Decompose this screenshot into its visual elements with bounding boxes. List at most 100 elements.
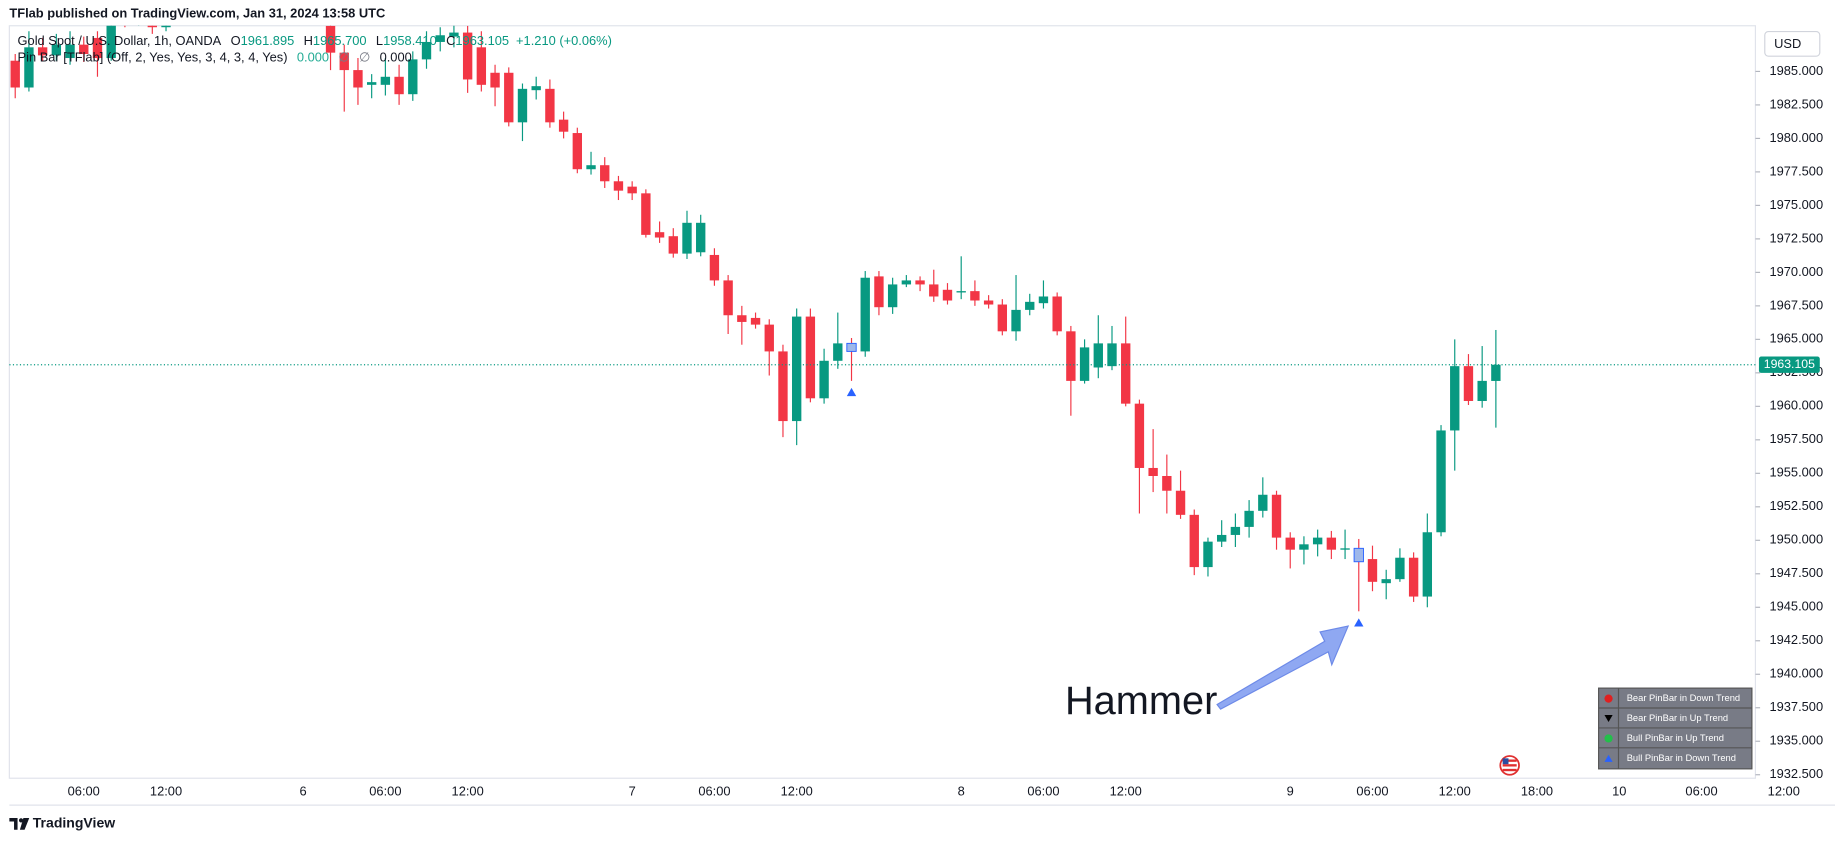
candle-body bbox=[106, 25, 116, 59]
candle-body bbox=[435, 35, 445, 42]
legend-icon bbox=[1604, 715, 1613, 723]
candle-body bbox=[764, 324, 774, 352]
logo-part bbox=[9, 818, 18, 830]
candle-body bbox=[887, 284, 898, 308]
candle-body bbox=[51, 44, 62, 56]
x-tick-label: 9 bbox=[1287, 784, 1294, 799]
flag-canton bbox=[1502, 758, 1509, 765]
indicator-value: ∅ bbox=[338, 50, 349, 65]
candle-body bbox=[833, 343, 843, 361]
y-tick-label: 1960.000 bbox=[1769, 398, 1823, 413]
y-tick-label: 1970.000 bbox=[1769, 264, 1823, 279]
candle-body bbox=[1011, 309, 1021, 332]
pin-bar-signal bbox=[846, 387, 857, 397]
x-tick-label: 12:00 bbox=[150, 784, 182, 799]
candle-body bbox=[325, 25, 336, 53]
x-tick-label: 06:00 bbox=[369, 784, 401, 799]
candle-body bbox=[1450, 366, 1460, 431]
legend-icon bbox=[1604, 694, 1613, 703]
y-tick-label: 1932.500 bbox=[1769, 766, 1823, 781]
indicator-value: 0.000 bbox=[297, 50, 329, 65]
candle-body bbox=[915, 280, 925, 285]
candle-body bbox=[1244, 510, 1254, 527]
y-tick-label: 1982.500 bbox=[1769, 96, 1823, 111]
x-tick-label: 06:00 bbox=[1685, 784, 1717, 799]
candle-body bbox=[10, 60, 20, 88]
candle-body bbox=[723, 280, 733, 316]
candle-body bbox=[1121, 343, 1131, 404]
legend-entry: Bear PinBar in Up Trend bbox=[1627, 713, 1728, 723]
legend-entry: Bull PinBar in Up Trend bbox=[1627, 733, 1724, 743]
x-tick-label: 06:00 bbox=[698, 784, 730, 799]
y-tick-label: 1957.500 bbox=[1769, 431, 1823, 446]
candle-body bbox=[366, 82, 377, 85]
y-tick-label: 1975.000 bbox=[1769, 197, 1823, 212]
candle-body bbox=[737, 315, 747, 322]
logo-part bbox=[18, 818, 24, 823]
candle-body bbox=[1258, 494, 1268, 511]
y-tick-label: 1972.500 bbox=[1769, 230, 1823, 245]
y-tick-label: 1937.500 bbox=[1769, 699, 1823, 714]
candle-body bbox=[860, 277, 870, 352]
candle-body bbox=[1422, 532, 1433, 597]
flag-icon[interactable] bbox=[1499, 755, 1520, 776]
candle-body bbox=[572, 133, 582, 170]
candle-body bbox=[339, 52, 349, 71]
candle-body bbox=[668, 236, 678, 254]
candle-body bbox=[79, 44, 89, 55]
candle-body bbox=[1079, 347, 1090, 381]
candle-body bbox=[490, 72, 500, 88]
currency-box[interactable] bbox=[1764, 31, 1821, 57]
publisher: TFlab published on TradingView.com, Jan … bbox=[9, 5, 385, 20]
x-tick-label: 06:00 bbox=[1356, 784, 1388, 799]
y-tick-label: 1945.000 bbox=[1769, 599, 1823, 614]
y-tick-label: 1955.000 bbox=[1769, 465, 1823, 480]
legend-entry: Bull PinBar in Down Trend bbox=[1627, 753, 1736, 763]
pin-bar-legend: Bear PinBar in Down Trend Bear PinBar in… bbox=[1598, 687, 1753, 770]
candle-body bbox=[545, 88, 555, 123]
candles bbox=[10, 25, 1501, 627]
candle-body bbox=[449, 32, 459, 37]
x-tick-label: 06:00 bbox=[68, 784, 100, 799]
candle-body bbox=[983, 300, 994, 305]
symbol: Gold Spot / U.S. Dollar, 1h, OANDA bbox=[18, 34, 222, 49]
indicator-legend: Pin Bar [TFlab] (Off, 2, Yes, Yes, 3, 4,… bbox=[18, 50, 412, 65]
candle-body bbox=[1175, 490, 1186, 515]
logo-part bbox=[19, 818, 30, 830]
candle-body bbox=[1066, 331, 1076, 381]
y-tick-label: 1950.000 bbox=[1769, 532, 1823, 547]
x-tick-label: 10 bbox=[1612, 784, 1626, 799]
candle-body bbox=[709, 254, 720, 281]
y-tick-label: 1952.500 bbox=[1769, 498, 1823, 513]
candle-body bbox=[1340, 548, 1350, 550]
candle-body bbox=[1038, 296, 1049, 304]
candle-body bbox=[1353, 547, 1364, 563]
candle-body bbox=[92, 37, 103, 59]
x-tick-label: 18:00 bbox=[1521, 784, 1553, 799]
candle-body bbox=[1436, 430, 1446, 533]
ohlc-value: 1961.895 bbox=[241, 34, 295, 49]
ohlc-label: C bbox=[446, 34, 455, 49]
ohlc-value: 1963.105 bbox=[455, 34, 509, 49]
candle-body bbox=[1299, 544, 1309, 550]
pane-border bbox=[8, 25, 1757, 779]
indicator: Pin Bar [TFlab] (Off, 2, Yes, Yes, 3, 4,… bbox=[18, 50, 288, 65]
x-tick-label: 12:00 bbox=[452, 784, 484, 799]
flag-stripe bbox=[1502, 764, 1517, 767]
candle-body bbox=[846, 342, 857, 352]
x-tick-label: 7 bbox=[629, 784, 636, 799]
indicator-value: 0.000 bbox=[380, 50, 412, 65]
x-tick-label: 06:00 bbox=[1027, 784, 1059, 799]
indicator-value: ∅ bbox=[359, 50, 370, 65]
candle-body bbox=[380, 76, 391, 85]
flag-stripe bbox=[1502, 759, 1517, 762]
currency[interactable]: USD bbox=[1774, 36, 1801, 51]
candle-body bbox=[394, 76, 404, 95]
annotation-arrow bbox=[1216, 625, 1350, 710]
candle-body bbox=[1491, 364, 1501, 381]
candle-body bbox=[970, 291, 980, 301]
candle-body bbox=[1134, 403, 1145, 468]
candle-body bbox=[1203, 541, 1213, 568]
y-tick-label: 1965.000 bbox=[1769, 331, 1823, 346]
